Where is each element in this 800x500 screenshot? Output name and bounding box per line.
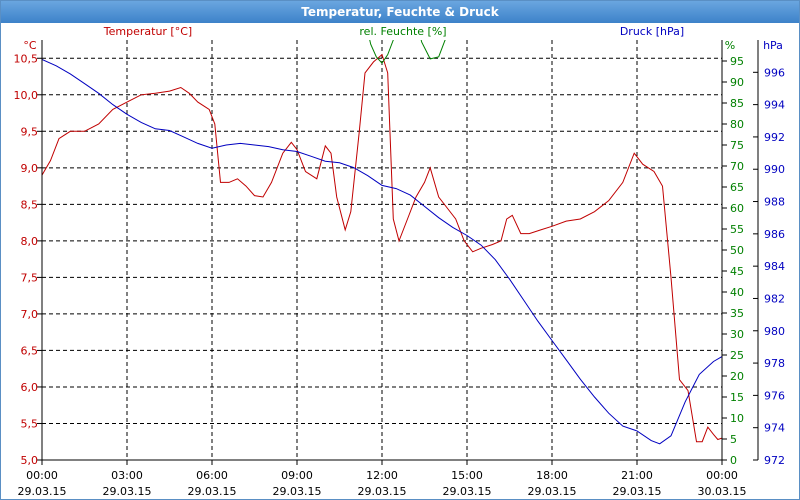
x-tick-label-time: 06:00 <box>196 469 228 482</box>
temperature-unit-label: °C <box>23 39 37 52</box>
pressure-tick-label: 978 <box>764 357 785 370</box>
temperature-tick-label: 7,5 <box>21 271 39 284</box>
humidity-tick-label: 55 <box>730 223 744 236</box>
humidity-tick-label: 70 <box>730 160 744 173</box>
pressure-tick-label: 992 <box>764 131 785 144</box>
x-tick-label-time: 00:00 <box>706 469 738 482</box>
chart-title: Temperatur, Feuchte & Druck <box>301 5 499 19</box>
pressure-tick-label: 976 <box>764 389 785 402</box>
temperature-tick-label: 8,5 <box>21 198 39 211</box>
window-titlebar: Temperatur, Feuchte & Druck <box>1 1 799 23</box>
pressure-tick-label: 988 <box>764 196 785 209</box>
pressure-tick-label: 980 <box>764 325 785 338</box>
x-tick-label-date: 29.03.15 <box>273 485 322 498</box>
x-tick-label-date: 29.03.15 <box>188 485 237 498</box>
pressure-tick-label: 986 <box>764 228 785 241</box>
temperature-tick-label: 7,0 <box>21 308 39 321</box>
humidity-tick-label: 20 <box>730 370 744 383</box>
temperature-tick-label: 9,5 <box>21 125 39 138</box>
temperature-tick-label: 6,5 <box>21 344 39 357</box>
series-lines <box>42 40 722 445</box>
temperature-series-line <box>42 53 722 443</box>
temperature-tick-label: 5,0 <box>21 454 39 467</box>
humidity-tick-label: 40 <box>730 286 744 299</box>
humidity-unit-label: % <box>725 39 735 52</box>
x-tick-label-time: 15:00 <box>451 469 483 482</box>
pressure-tick-label: 994 <box>764 99 785 112</box>
x-tick-label-date: 29.03.15 <box>528 485 577 498</box>
humidity-tick-label: 75 <box>730 139 744 152</box>
pressure-tick-label: 972 <box>764 454 785 467</box>
x-tick-label-date: 29.03.15 <box>443 485 492 498</box>
x-tick-label-date: 29.03.15 <box>103 485 152 498</box>
humidity-tick-label: 80 <box>730 118 744 131</box>
pressure-tick-label: 982 <box>764 292 785 305</box>
temperature-axis-title: Temperatur [°C] <box>103 25 192 38</box>
humidity-tick-label: 25 <box>730 349 744 362</box>
x-tick-label-date: 29.03.15 <box>358 485 407 498</box>
humidity-axis-title: rel. Feuchte [%] <box>359 25 446 38</box>
temperature-tick-label: 9,0 <box>21 162 39 175</box>
pressure-tick-label: 984 <box>764 260 785 273</box>
temperature-tick-label: 6,0 <box>21 381 39 394</box>
grid <box>42 40 722 460</box>
temperature-tick-label: 8,0 <box>21 235 39 248</box>
humidity-series-line <box>369 40 446 64</box>
humidity-tick-label: 45 <box>730 265 744 278</box>
x-tick-label-date: 29.03.15 <box>613 485 662 498</box>
temperature-tick-label: 5,5 <box>21 417 39 430</box>
humidity-tick-label: 15 <box>730 391 744 404</box>
humidity-tick-label: 10 <box>730 412 744 425</box>
x-tick-label-time: 21:00 <box>621 469 653 482</box>
temperature-tick-label: 10,5 <box>14 52 39 65</box>
humidity-tick-label: 60 <box>730 202 744 215</box>
pressure-axis-title: Druck [hPa] <box>620 25 684 38</box>
humidity-tick-label: 65 <box>730 181 744 194</box>
x-tick-label-time: 00:00 <box>26 469 58 482</box>
x-tick-label-date: 29.03.15 <box>18 485 67 498</box>
temperature-tick-label: 10,0 <box>14 89 39 102</box>
humidity-tick-label: 35 <box>730 307 744 320</box>
humidity-tick-label: 90 <box>730 76 744 89</box>
humidity-tick-label: 5 <box>730 433 737 446</box>
pressure-tick-label: 974 <box>764 422 785 435</box>
pressure-unit-label: hPa <box>763 39 783 52</box>
axes: 00:00 29.03.15 03:00 29.03.15 06:00 29.03.15 0… <box>14 40 785 498</box>
x-tick-label-time: 12:00 <box>366 469 398 482</box>
humidity-tick-label: 85 <box>730 97 744 110</box>
humidity-tick-label: 95 <box>730 55 744 68</box>
humidity-tick-label: 0 <box>730 454 737 467</box>
x-tick-label-time: 18:00 <box>536 469 568 482</box>
x-tick-label-date: 30.03.15 <box>698 485 747 498</box>
humidity-tick-label: 30 <box>730 328 744 341</box>
x-tick-label-time: 09:00 <box>281 469 313 482</box>
pressure-series-line <box>42 58 722 445</box>
x-tick-label-time: 03:00 <box>111 469 143 482</box>
humidity-tick-label: 50 <box>730 244 744 257</box>
pressure-tick-label: 990 <box>764 163 785 176</box>
pressure-tick-label: 996 <box>764 66 785 79</box>
